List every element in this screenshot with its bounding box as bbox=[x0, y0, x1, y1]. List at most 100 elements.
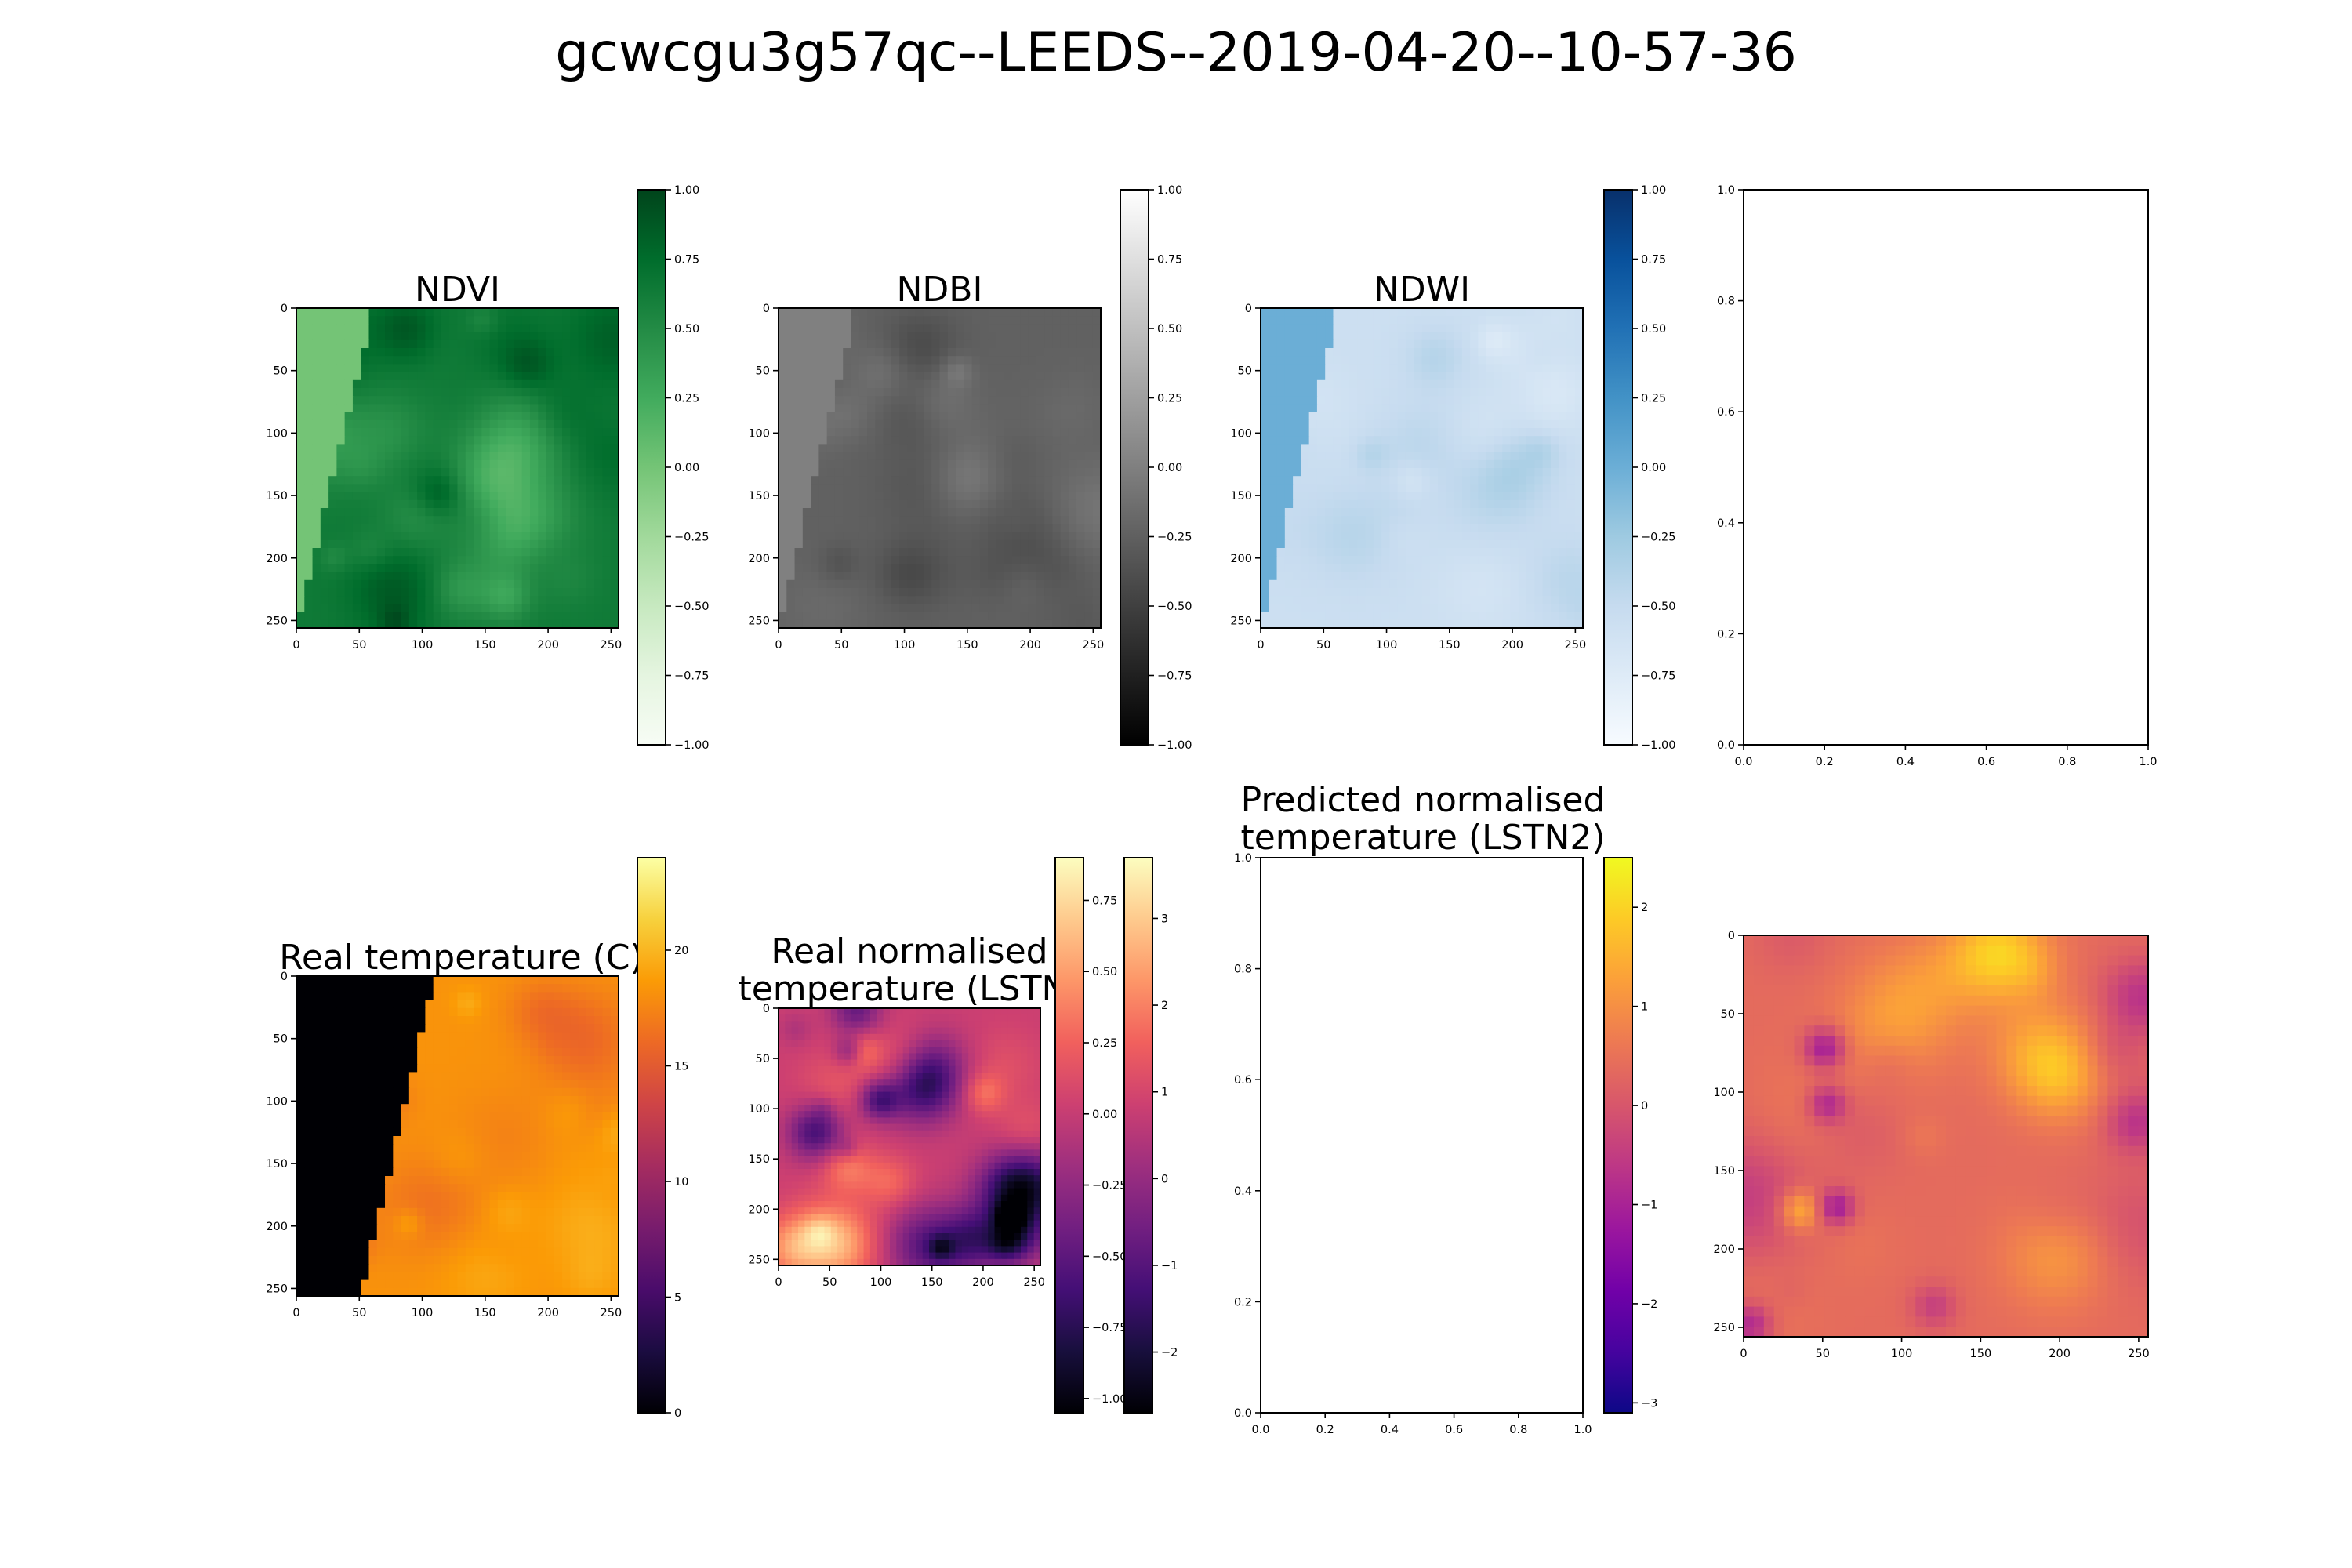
ndwi-pixel bbox=[1373, 556, 1382, 564]
ndbi-pixel bbox=[1068, 364, 1077, 373]
ndbi-colorbar-label: 0.50 bbox=[1157, 323, 1182, 336]
ndvi-pixel bbox=[538, 484, 547, 493]
ndbi-pixel bbox=[826, 348, 836, 357]
ndbi-pixel bbox=[1068, 444, 1077, 453]
ndwi-pixel bbox=[1461, 588, 1471, 597]
ndwi-pixel bbox=[1381, 436, 1391, 445]
ndvi-pixel bbox=[554, 564, 563, 573]
ndvi-pixel bbox=[312, 508, 321, 517]
ndbi-pixel bbox=[875, 588, 884, 597]
ndvi-pixel bbox=[368, 332, 378, 341]
ndwi-pixel bbox=[1349, 564, 1358, 573]
ndvi-pixel bbox=[578, 356, 587, 365]
ndbi-pixel bbox=[907, 476, 916, 485]
ndwi-pixel bbox=[1389, 412, 1399, 421]
ndwi-pixel bbox=[1526, 476, 1535, 485]
ndvi-pixel bbox=[554, 388, 563, 397]
ndwi-pixel bbox=[1261, 388, 1269, 397]
ndbi-pixel bbox=[1076, 539, 1086, 549]
ndbi-pixel bbox=[843, 428, 852, 437]
ndvi-pixel bbox=[538, 419, 547, 429]
ndwi-pixel bbox=[1438, 612, 1446, 621]
ndbi-pixel bbox=[779, 476, 787, 485]
ndvi-pixel bbox=[538, 364, 547, 373]
ndvi-pixel bbox=[296, 516, 305, 524]
ndbi-pixel bbox=[875, 564, 884, 573]
ndbi-pixel bbox=[996, 612, 1005, 621]
ndbi-pixel bbox=[956, 436, 964, 445]
ndwi-pixel bbox=[1502, 516, 1512, 524]
ndvi-pixel bbox=[433, 324, 442, 333]
ndbi-pixel bbox=[964, 396, 973, 405]
ndwi-pixel bbox=[1550, 324, 1559, 333]
ndbi-ytick-label: 150 bbox=[748, 490, 770, 503]
ndwi-pixel bbox=[1397, 556, 1406, 564]
ndbi-pixel bbox=[1052, 332, 1062, 341]
ndvi-pixel bbox=[441, 579, 450, 589]
ndwi-pixel bbox=[1470, 499, 1479, 509]
ndwi-pixel bbox=[1405, 379, 1414, 389]
ndbi-pixel bbox=[923, 516, 932, 524]
ndvi-pixel bbox=[586, 459, 595, 469]
ndbi-pixel bbox=[1044, 339, 1053, 349]
ndbi-pixel bbox=[923, 508, 932, 517]
ndbi-pixel bbox=[858, 588, 868, 597]
ndwi-pixel bbox=[1284, 388, 1294, 397]
ndwi-pixel bbox=[1365, 516, 1374, 524]
ndbi-pixel bbox=[956, 572, 964, 581]
ndvi-pixel bbox=[578, 619, 587, 629]
ndbi-pixel bbox=[891, 556, 900, 564]
ndvi-pixel bbox=[610, 572, 619, 581]
ndbi-pixel bbox=[939, 564, 949, 573]
ndwi-pixel bbox=[1357, 339, 1367, 349]
ndbi-pixel bbox=[811, 516, 819, 524]
ndbi-pixel bbox=[1020, 419, 1029, 429]
ndwi-pixel bbox=[1446, 356, 1455, 365]
ndbi-pixel bbox=[1092, 579, 1102, 589]
ndbi-pixel bbox=[947, 539, 956, 549]
ndbi-pixel bbox=[794, 419, 804, 429]
ndvi-pixel bbox=[304, 324, 314, 333]
ndvi-pixel bbox=[481, 356, 491, 365]
ndbi-pixel bbox=[867, 396, 876, 405]
ndbi-pixel bbox=[1036, 604, 1045, 613]
ndvi-pixel bbox=[320, 379, 329, 389]
ndvi-pixel bbox=[610, 556, 619, 564]
ndwi-pixel bbox=[1454, 476, 1463, 485]
ndwi-pixel bbox=[1325, 619, 1334, 629]
ndbi-pixel bbox=[1004, 364, 1013, 373]
ndvi-pixel bbox=[594, 596, 604, 604]
ndvi-pixel bbox=[554, 556, 563, 564]
ndwi-pixel bbox=[1566, 532, 1576, 541]
ndbi-pixel bbox=[923, 436, 932, 445]
ndvi-pixel bbox=[393, 579, 402, 589]
ndbi-pixel bbox=[883, 459, 892, 469]
ndbi-pixel bbox=[1028, 404, 1037, 413]
ndbi-pixel bbox=[826, 316, 836, 325]
ndvi-pixel bbox=[586, 619, 595, 629]
ndwi-pixel bbox=[1518, 524, 1527, 533]
ndvi-pixel bbox=[368, 356, 378, 365]
ndvi-pixel bbox=[449, 539, 459, 549]
ndbi-pixel bbox=[996, 396, 1005, 405]
ndvi-pixel bbox=[352, 476, 361, 485]
ndvi-pixel bbox=[610, 468, 619, 477]
ndbi-pixel bbox=[915, 564, 924, 573]
ndwi-pixel bbox=[1486, 356, 1495, 365]
ndbi-pixel bbox=[802, 572, 811, 581]
ndbi-pixel bbox=[1052, 444, 1062, 453]
ndvi-pixel bbox=[449, 588, 459, 597]
ndbi-pixel bbox=[802, 619, 811, 629]
ndbi-pixel bbox=[923, 308, 932, 317]
ndvi-pixel bbox=[385, 588, 394, 597]
ndbi-pixel bbox=[1092, 564, 1102, 573]
ndbi-pixel bbox=[907, 492, 916, 501]
ndbi-pixel bbox=[867, 332, 876, 341]
ndbi-pixel bbox=[779, 379, 787, 389]
ndvi-pixel bbox=[312, 348, 321, 357]
ndwi-pixel bbox=[1566, 419, 1576, 429]
ndwi-pixel bbox=[1333, 508, 1342, 517]
ndvi-pixel bbox=[481, 612, 491, 621]
ndwi-ytick-label: 250 bbox=[1230, 615, 1252, 627]
ndbi-pixel bbox=[1011, 588, 1021, 597]
